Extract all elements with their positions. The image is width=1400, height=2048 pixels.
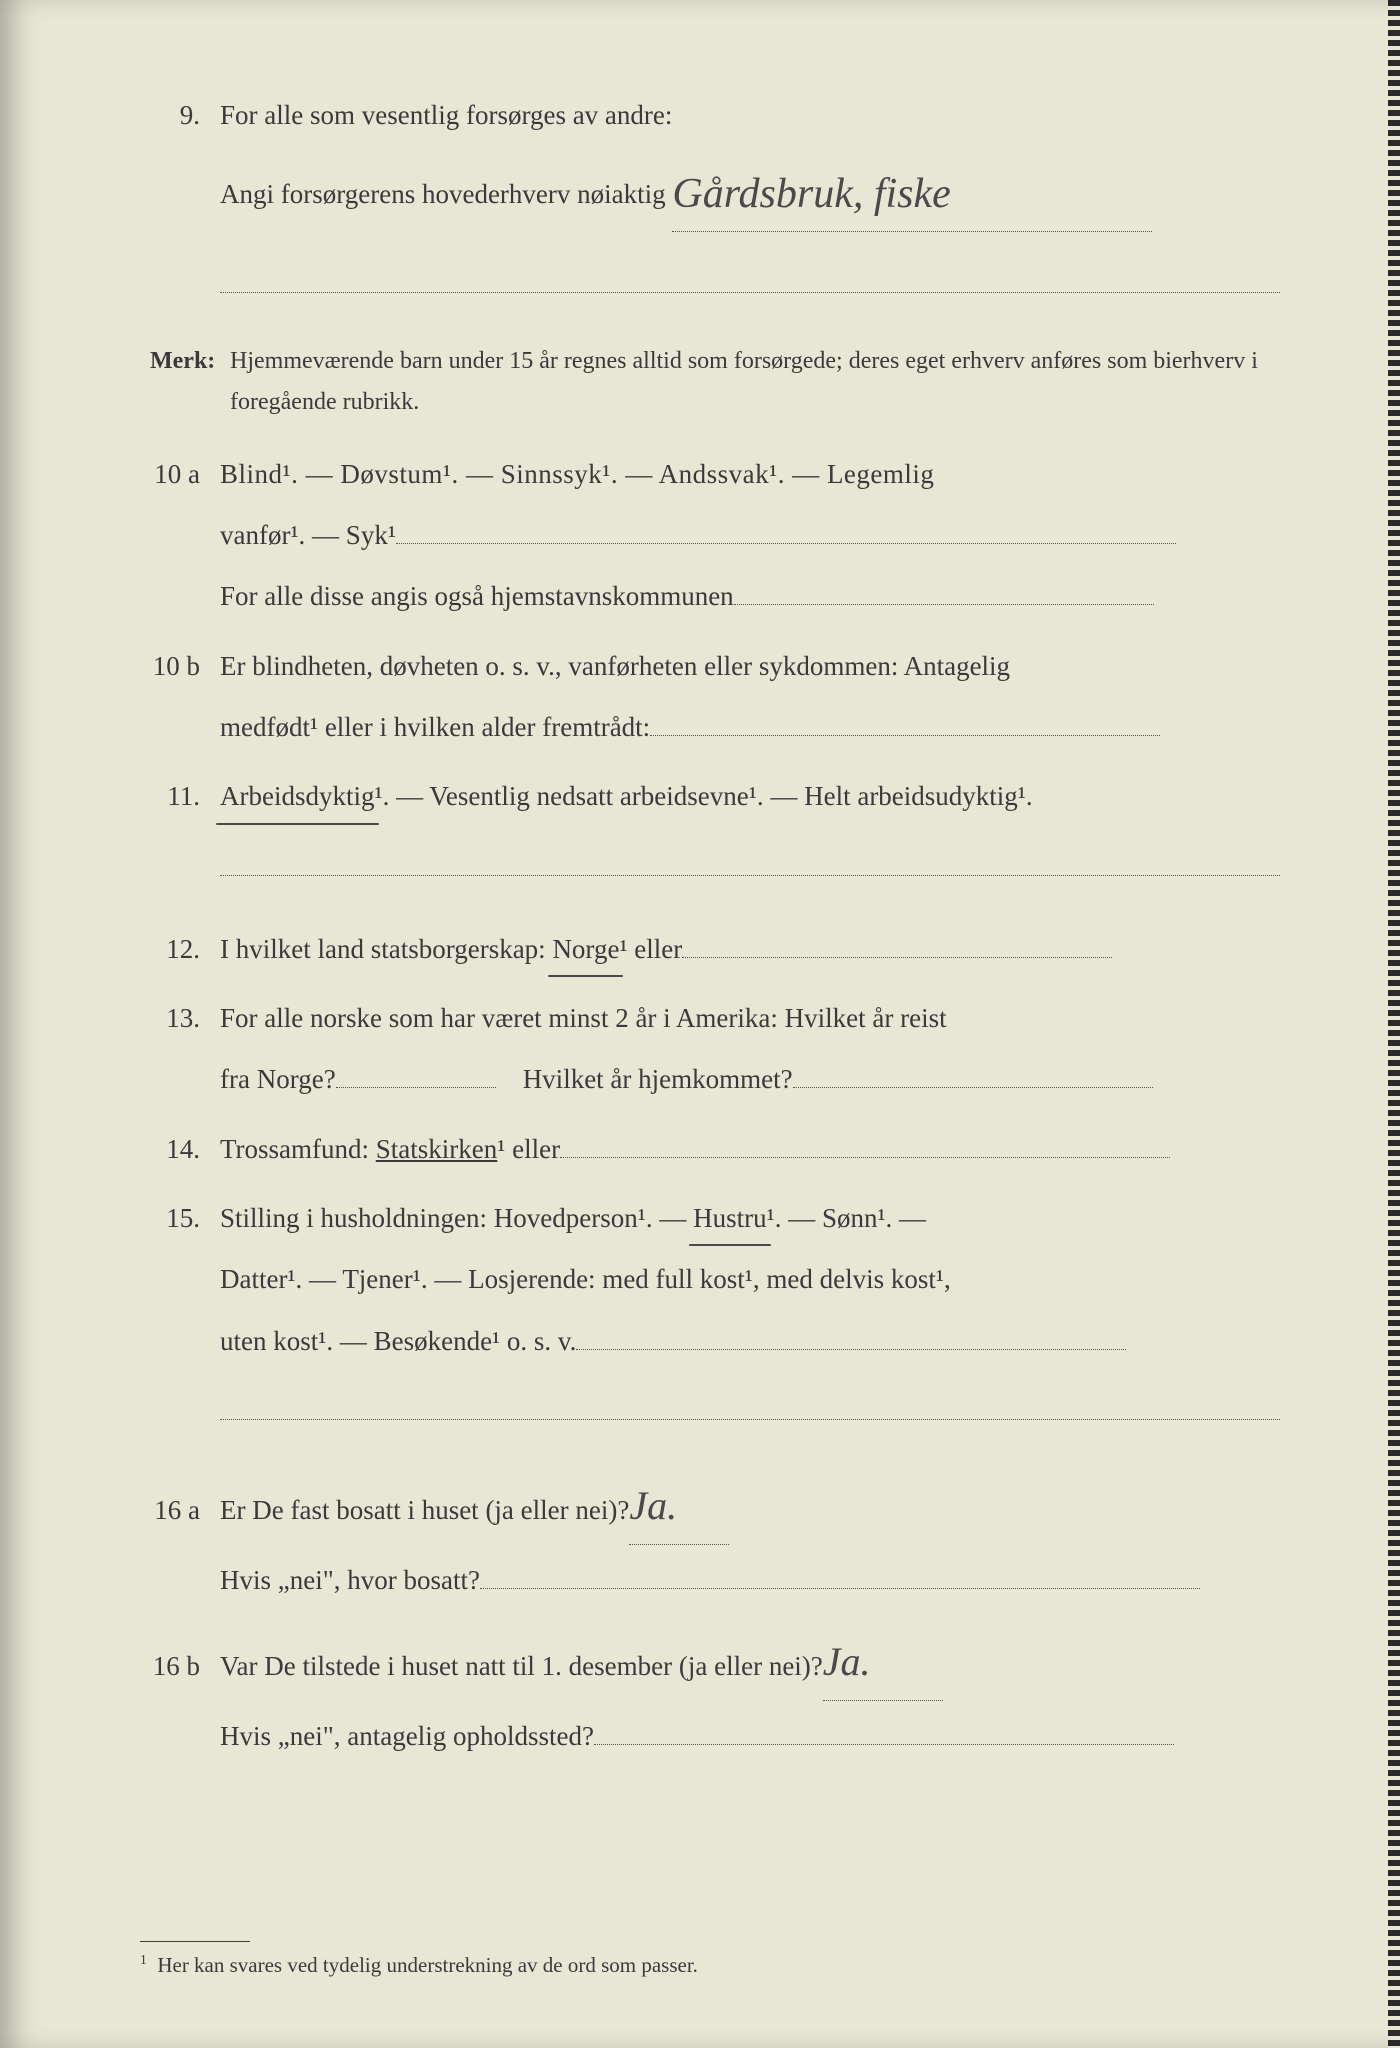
- q16b-line2: Hvis „nei", antagelig opholdssted?: [140, 1711, 1280, 1762]
- q9-blank: [140, 250, 1280, 307]
- q10b-number: 10 b: [140, 641, 220, 692]
- q12-underlined: Norge: [552, 924, 619, 975]
- q14-number: 14.: [140, 1124, 220, 1175]
- footnote: 1 Her kan svares ved tydelig understrekn…: [140, 1941, 1280, 1978]
- q16b-number: 16 b: [140, 1641, 220, 1692]
- q10a-line2: vanfør¹. — Syk¹: [140, 510, 1280, 561]
- q14-rest: ¹ eller: [497, 1134, 560, 1164]
- q16a-line2: Hvis „nei", hvor bosatt?: [140, 1555, 1280, 1606]
- q13-line2: fra Norge? Hvilket år hjemkommet?: [140, 1054, 1280, 1105]
- footnote-rule: [140, 1941, 250, 1942]
- q11-underlined: Arbeidsdyktig: [220, 771, 375, 822]
- q14-prefix: Trossamfund:: [220, 1134, 376, 1164]
- q14-opt: Statskirken: [376, 1134, 498, 1164]
- q10a-line1: 10 a Blind¹. — Døvstum¹. — Sinnssyk¹. — …: [140, 449, 1280, 500]
- q13-number: 13.: [140, 993, 220, 1044]
- q15-number: 15.: [140, 1193, 220, 1244]
- q9-text1: For alle som vesentlig forsørges av andr…: [220, 90, 1280, 141]
- q16a-q2: Hvis „nei", hvor bosatt?: [220, 1565, 480, 1595]
- q15-line3: uten kost¹. — Besøkende¹ o. s. v.: [140, 1316, 1280, 1367]
- q9-number: 9.: [140, 90, 220, 141]
- q10a-line3: For alle disse angis også hjemstavnskomm…: [140, 571, 1280, 622]
- q11: 11. Arbeidsdyktig¹. — Vesentlig nedsatt …: [140, 771, 1280, 822]
- q9-line2: Angi forsørgerens hovederhverv nøiaktig …: [140, 151, 1280, 232]
- q15-underlined: Hustru: [693, 1193, 767, 1244]
- q16a-number: 16 a: [140, 1485, 220, 1536]
- merk-label: Merk:: [140, 341, 230, 423]
- q12-prefix: I hvilket land statsborgerskap:: [220, 934, 552, 964]
- q10b-line1: 10 b Er blindheten, døvheten o. s. v., v…: [140, 641, 1280, 692]
- q16b-q2: Hvis „nei", antagelig opholdssted?: [220, 1721, 594, 1751]
- q16b-line1: 16 b Var De tilstede i huset natt til 1.…: [140, 1624, 1280, 1701]
- q16a-line1: 16 a Er De fast bosatt i huset (ja eller…: [140, 1468, 1280, 1545]
- footnote-text: Her kan svares ved tydelig understreknin…: [157, 1953, 698, 1977]
- q13-text1: For alle norske som har været minst 2 år…: [220, 993, 1280, 1044]
- q13-text2b: Hvilket år hjemkommet?: [523, 1064, 793, 1094]
- q16b-answer: Ja.: [823, 1639, 871, 1684]
- q13-text2a: fra Norge?: [220, 1064, 336, 1094]
- q15-text2: Datter¹. — Tjener¹. — Losjerende: med fu…: [220, 1254, 1280, 1305]
- q9-line1: 9. For alle som vesentlig forsørges av a…: [140, 90, 1280, 141]
- q10b-line2: medfødt¹ eller i hvilken alder fremtrådt…: [140, 702, 1280, 753]
- q15-line2: Datter¹. — Tjener¹. — Losjerende: med fu…: [140, 1254, 1280, 1305]
- q10a-text3: For alle disse angis også hjemstavnskomm…: [220, 581, 734, 611]
- q10b-text2: medfødt¹ eller i hvilken alder fremtrådt…: [220, 712, 650, 742]
- q15-text3: uten kost¹. — Besøkende¹ o. s. v.: [220, 1326, 576, 1356]
- q10b-text1: Er blindheten, døvheten o. s. v., vanfør…: [220, 641, 1280, 692]
- q12: 12. I hvilket land statsborgerskap: Norg…: [140, 924, 1280, 975]
- q14: 14. Trossamfund: Statskirken¹ eller: [140, 1124, 1280, 1175]
- q16b-q1: Var De tilstede i huset natt til 1. dese…: [220, 1651, 823, 1681]
- q11-rest: ¹. — Vesentlig nedsatt arbeidsevne¹. — H…: [375, 781, 1033, 811]
- q10a-number: 10 a: [140, 449, 220, 500]
- q15-rest1: ¹. — Sønn¹. —: [767, 1203, 926, 1233]
- footnote-sup: 1: [140, 1952, 147, 1967]
- q15-line1: 15. Stilling i husholdningen: Hovedperso…: [140, 1193, 1280, 1244]
- q11-number: 11.: [140, 771, 220, 822]
- q15-blank: [140, 1377, 1280, 1434]
- q16a-answer: Ja.: [629, 1483, 677, 1528]
- q12-number: 12.: [140, 924, 220, 975]
- q16a-q1: Er De fast bosatt i huset (ja eller nei)…: [220, 1495, 629, 1525]
- merk-note: Merk: Hjemmeværende barn under 15 år reg…: [140, 341, 1280, 423]
- q9-answer: Gårdsbruk, fiske: [672, 155, 950, 235]
- q11-blank: [140, 833, 1280, 890]
- merk-text: Hjemmeværende barn under 15 år regnes al…: [230, 341, 1280, 423]
- q9-prefix: Angi forsørgerens hovederhverv nøiaktig: [220, 179, 666, 209]
- q12-mid: ¹ eller: [619, 934, 682, 964]
- q13-line1: 13. For alle norske som har været minst …: [140, 993, 1280, 1044]
- q10a-opts1: Blind¹. — Døvstum¹. — Sinnssyk¹. — Andss…: [220, 449, 1280, 500]
- q10a-opts2: vanfør¹. — Syk¹: [220, 520, 396, 550]
- document-page: 9. For alle som vesentlig forsørges av a…: [0, 0, 1400, 2048]
- q15-prefix: Stilling i husholdningen: Hovedperson¹. …: [220, 1203, 693, 1233]
